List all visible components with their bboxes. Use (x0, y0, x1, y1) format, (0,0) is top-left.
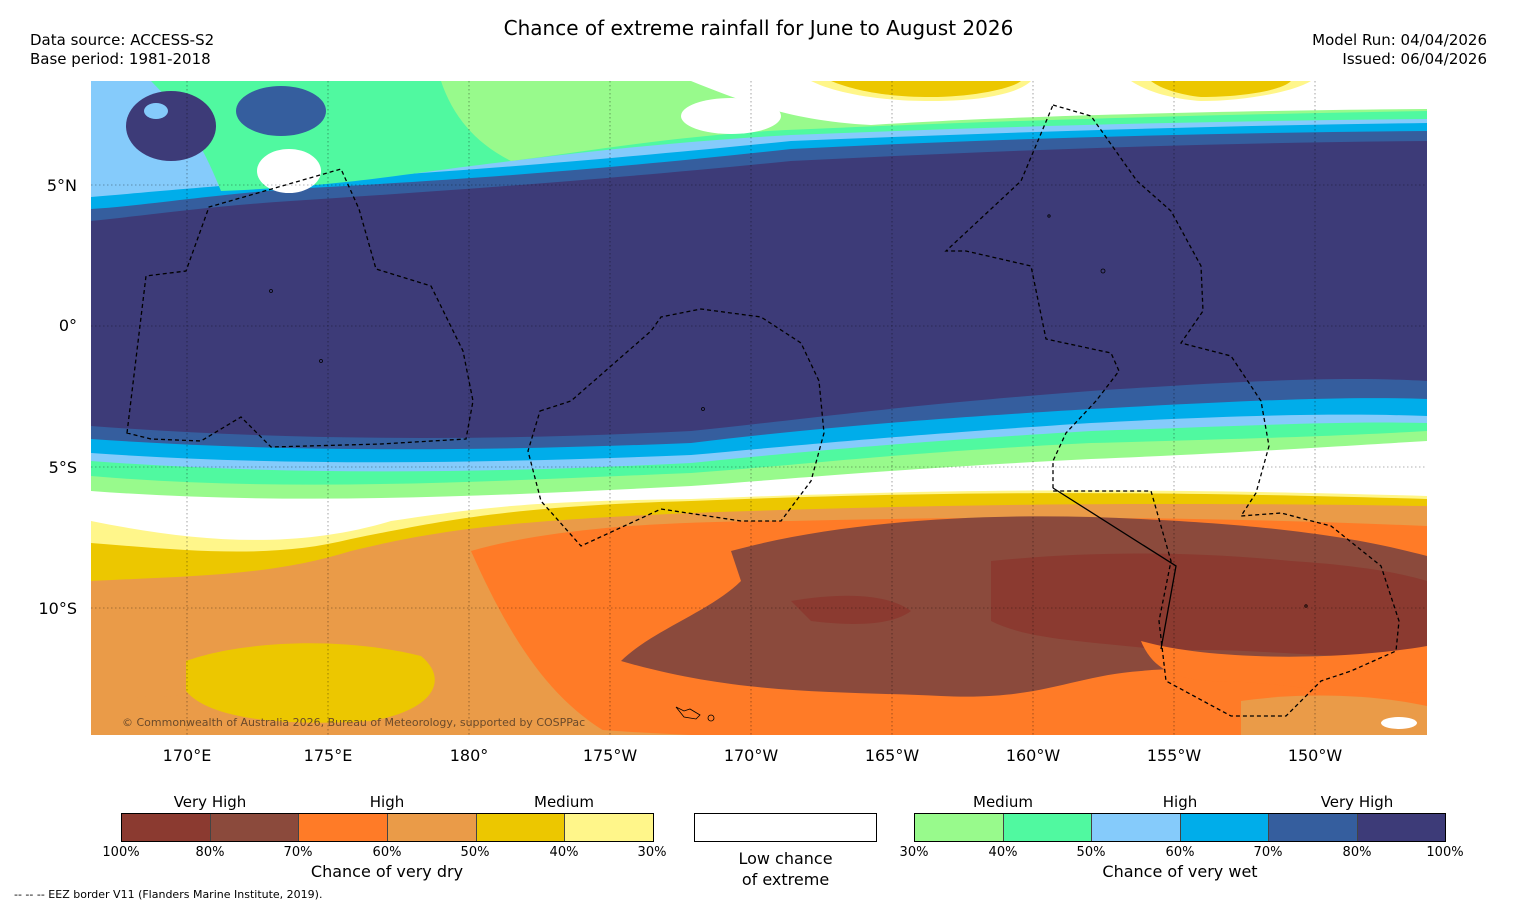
base-period: Base period: 1981-2018 (30, 50, 211, 68)
data-source: Data source: ACCESS-S2 (30, 31, 215, 49)
lon-label-165w: 165°W (864, 746, 920, 765)
rainfall-map-svg (91, 81, 1427, 735)
wet-legend-heading-very-high: Very High (1320, 793, 1394, 811)
low-chance-swatch (694, 813, 877, 842)
dry-tick-60: 60% (372, 845, 402, 860)
lon-label-170w: 170°W (723, 746, 779, 765)
copyright-notice: © Commonwealth of Australia 2026, Bureau… (122, 716, 586, 729)
lat-label-10s: 10°S (38, 599, 77, 618)
dry-tick-30: 30% (637, 845, 667, 860)
lon-label-175e: 175°E (303, 746, 353, 765)
dry-legend-heading-medium: Medium (534, 793, 594, 811)
lat-label-0: 0° (58, 316, 77, 335)
dry-tick-40: 40% (549, 845, 579, 860)
wet-tick-40: 40% (988, 845, 1018, 860)
low-chance-caption: Low chance of extreme (694, 848, 877, 890)
dry-tick-100: 100% (102, 845, 140, 860)
dry-swatch-40 (565, 814, 654, 841)
wet-swatch-30 (915, 814, 1004, 841)
data-source-block: Data source: ACCESS-S2 Base period: 1981… (30, 31, 214, 69)
dry-tick-70: 70% (283, 845, 313, 860)
wet-legend-caption: Chance of very wet (1102, 862, 1258, 881)
lon-label-160w: 160°W (1005, 746, 1061, 765)
dry-color-scale (121, 813, 654, 842)
dry-swatch-50 (476, 814, 566, 841)
lon-label-180: 180° (449, 746, 489, 765)
lon-label-155w: 155°W (1146, 746, 1202, 765)
wet-tick-60: 60% (1165, 845, 1195, 860)
wet-swatch-50 (1092, 814, 1181, 841)
lon-label-170e: 170°E (162, 746, 212, 765)
model-info-block: Model Run: 04/04/2026 Issued: 06/04/2026 (1312, 31, 1487, 69)
lon-label-175w: 175°W (582, 746, 638, 765)
low-chance-line-2: of extreme (741, 870, 830, 889)
wet-swatch-60 (1180, 814, 1269, 841)
wet-swatch-70 (1269, 814, 1358, 841)
dry-swatch-80 (210, 814, 300, 841)
wet-tick-30: 30% (899, 845, 929, 860)
dry-swatch-70 (299, 814, 389, 841)
model-run: Model Run: 04/04/2026 (1312, 31, 1487, 49)
dry-legend-heading-high: High (369, 793, 405, 811)
dry-tick-50: 50% (460, 845, 490, 860)
wet-tick-70: 70% (1253, 845, 1283, 860)
dry-swatch-100 (122, 814, 211, 841)
wet-legend-heading-medium: Medium (973, 793, 1033, 811)
lat-label-5n: 5°N (46, 176, 77, 195)
map-title: Chance of extreme rainfall for June to A… (503, 16, 1014, 40)
issued-date: Issued: 06/04/2026 (1342, 50, 1487, 68)
wet-swatch-80 (1357, 814, 1445, 841)
wet-tick-80: 80% (1342, 845, 1372, 860)
eez-footnote: -- -- -- EEZ border V11 (Flanders Marine… (14, 888, 323, 901)
wet-tick-50: 50% (1076, 845, 1106, 860)
low-chance-line-1: Low chance (738, 849, 833, 868)
dry-legend-heading-very-high: Very High (173, 793, 247, 811)
wet-tick-100: 100% (1426, 845, 1464, 860)
dry-tick-80: 80% (195, 845, 225, 860)
wet-legend-heading-high: High (1162, 793, 1198, 811)
dry-swatch-60 (388, 814, 477, 841)
wet-swatch-40 (1003, 814, 1092, 841)
rainfall-map (91, 81, 1427, 735)
dry-legend-caption: Chance of very dry (310, 862, 464, 881)
lat-label-5s: 5°S (48, 458, 77, 477)
wet-color-scale (914, 813, 1446, 842)
lon-label-150w: 150°W (1287, 746, 1343, 765)
